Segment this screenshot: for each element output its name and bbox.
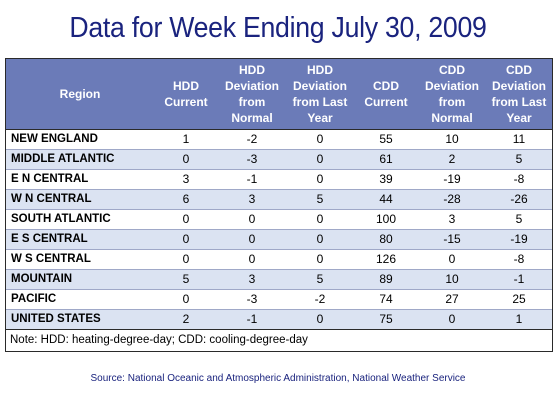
table-cell: 0 xyxy=(218,229,286,250)
table-cell: 0 xyxy=(286,129,354,150)
table-cell: 25 xyxy=(486,289,552,310)
table-cell: 61 xyxy=(354,149,418,170)
table-cell: -2 xyxy=(218,129,286,150)
table-cell: 27 xyxy=(418,289,486,310)
table-cell: 44 xyxy=(354,189,418,210)
table-cell: 5 xyxy=(154,269,218,290)
table-cell: -3 xyxy=(218,149,286,170)
table-cell: 6 xyxy=(154,189,218,210)
table-row: NEW ENGLAND 1 -2 0 55 10 11 xyxy=(6,129,552,150)
table-cell: 89 xyxy=(354,269,418,290)
weather-data-table: Region HDD Current HDD Deviation from No… xyxy=(6,59,552,351)
table-cell: 0 xyxy=(418,309,486,330)
table-cell: 0 xyxy=(286,169,354,190)
table-header-row: Region HDD Current HDD Deviation from No… xyxy=(6,59,552,130)
table-cell: 5 xyxy=(286,269,354,290)
table-row: W N CENTRAL 6 3 5 44 -28 -26 xyxy=(6,189,552,210)
region-cell: W N CENTRAL xyxy=(6,189,154,210)
table-cell: 3 xyxy=(418,209,486,230)
table-cell: 0 xyxy=(286,229,354,250)
table-row: SOUTH ATLANTIC 0 0 0 100 3 5 xyxy=(6,209,552,230)
table-cell: -19 xyxy=(486,229,552,250)
table-cell: -8 xyxy=(486,249,552,270)
table-cell: 1 xyxy=(154,129,218,150)
table-note: Note: HDD: heating-degree-day; CDD: cool… xyxy=(6,329,552,351)
table-cell: 10 xyxy=(418,129,486,150)
table-cell: -26 xyxy=(486,189,552,210)
table-cell: 5 xyxy=(486,209,552,230)
source-citation: Source: National Oceanic and Atmospheric… xyxy=(90,373,466,384)
table-cell: 1 xyxy=(486,309,552,330)
table-cell: 0 xyxy=(154,289,218,310)
column-header: CDD Current xyxy=(354,59,418,130)
region-cell: W S CENTRAL xyxy=(6,249,154,270)
region-cell: MOUNTAIN xyxy=(6,269,154,290)
table-cell: -19 xyxy=(418,169,486,190)
region-cell: UNITED STATES xyxy=(6,309,154,330)
note-row: Note: HDD: heating-degree-day; CDD: cool… xyxy=(6,329,552,351)
table-cell: 0 xyxy=(154,249,218,270)
table-cell: 5 xyxy=(486,149,552,170)
column-header: HDD Current xyxy=(154,59,218,130)
table-cell: 0 xyxy=(154,209,218,230)
data-table-container: Region HDD Current HDD Deviation from No… xyxy=(5,58,553,352)
table-cell: 0 xyxy=(218,209,286,230)
table-cell: -2 xyxy=(286,289,354,310)
region-cell: SOUTH ATLANTIC xyxy=(6,209,154,230)
column-header: Region xyxy=(6,59,154,130)
table-row: MOUNTAIN 5 3 5 89 10 -1 xyxy=(6,269,552,290)
table-row: E N CENTRAL 3 -1 0 39 -19 -8 xyxy=(6,169,552,190)
table-row: MIDDLE ATLANTIC 0 -3 0 61 2 5 xyxy=(6,149,552,170)
table-cell: 0 xyxy=(286,149,354,170)
region-cell: E N CENTRAL xyxy=(6,169,154,190)
region-cell: NEW ENGLAND xyxy=(6,129,154,150)
table-cell: 0 xyxy=(418,249,486,270)
column-header: HDD Deviation from Normal xyxy=(218,59,286,130)
table-cell: 3 xyxy=(154,169,218,190)
table-cell: 100 xyxy=(354,209,418,230)
table-cell: 74 xyxy=(354,289,418,310)
table-cell: 10 xyxy=(418,269,486,290)
table-cell: 2 xyxy=(154,309,218,330)
table-cell: 0 xyxy=(286,249,354,270)
table-row: E S CENTRAL 0 0 0 80 -15 -19 xyxy=(6,229,552,250)
table-cell: 126 xyxy=(354,249,418,270)
region-cell: PACIFIC xyxy=(6,289,154,310)
table-cell: 0 xyxy=(154,149,218,170)
table-cell: 80 xyxy=(354,229,418,250)
table-cell: -1 xyxy=(486,269,552,290)
table-cell: -1 xyxy=(218,169,286,190)
table-cell: 2 xyxy=(418,149,486,170)
region-cell: MIDDLE ATLANTIC xyxy=(6,149,154,170)
column-header: CDD Deviation from Normal xyxy=(418,59,486,130)
table-cell: -8 xyxy=(486,169,552,190)
table-cell: 0 xyxy=(286,309,354,330)
table-cell: 0 xyxy=(286,209,354,230)
table-cell: 55 xyxy=(354,129,418,150)
table-cell: 0 xyxy=(218,249,286,270)
table-cell: 3 xyxy=(218,189,286,210)
column-header: CDD Deviation from Last Year xyxy=(486,59,552,130)
region-cell: E S CENTRAL xyxy=(6,229,154,250)
page-title: Data for Week Ending July 30, 2009 xyxy=(69,12,487,44)
table-cell: 3 xyxy=(218,269,286,290)
table-row: W S CENTRAL 0 0 0 126 0 -8 xyxy=(6,249,552,270)
table-cell: 75 xyxy=(354,309,418,330)
table-cell: -3 xyxy=(218,289,286,310)
table-cell: -1 xyxy=(218,309,286,330)
table-cell: -15 xyxy=(418,229,486,250)
table-cell: 5 xyxy=(286,189,354,210)
table-cell: 0 xyxy=(154,229,218,250)
table-cell: 39 xyxy=(354,169,418,190)
table-cell: 11 xyxy=(486,129,552,150)
table-row: PACIFIC 0 -3 -2 74 27 25 xyxy=(6,289,552,310)
table-body: NEW ENGLAND 1 -2 0 55 10 11 MIDDLE ATLAN… xyxy=(6,129,552,351)
column-header: HDD Deviation from Last Year xyxy=(286,59,354,130)
table-cell: -28 xyxy=(418,189,486,210)
table-row: UNITED STATES 2 -1 0 75 0 1 xyxy=(6,309,552,330)
